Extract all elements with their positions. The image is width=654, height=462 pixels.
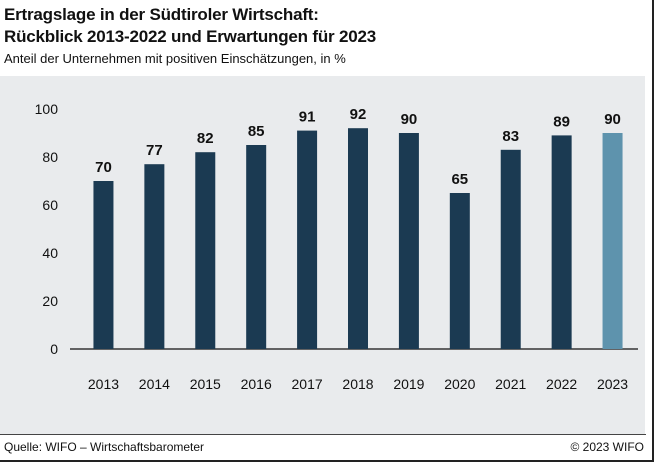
x-tick-label: 2023 <box>597 376 628 392</box>
x-tick-label: 2022 <box>546 376 577 392</box>
data-label: 92 <box>350 106 367 123</box>
title-line-2: Rückblick 2013-2022 und Erwartungen für … <box>4 27 376 46</box>
x-tick-label: 2015 <box>190 376 221 392</box>
y-tick-label: 40 <box>42 245 58 261</box>
copyright-note: © 2023 WIFO <box>570 440 644 454</box>
x-tick-label: 2021 <box>495 376 526 392</box>
data-label: 89 <box>553 113 570 130</box>
bar <box>246 145 267 349</box>
x-tick-label: 2017 <box>292 376 323 392</box>
x-tick-label: 2018 <box>342 376 373 392</box>
x-tick-label: 2014 <box>139 376 170 392</box>
data-label: 90 <box>604 111 621 128</box>
data-label: 91 <box>299 109 316 126</box>
y-tick-label: 80 <box>42 149 58 165</box>
bar <box>297 130 318 349</box>
data-label: 82 <box>197 130 214 147</box>
chart-title: Ertragslage in der Südtiroler Wirtschaft… <box>4 4 376 48</box>
bar <box>500 149 521 349</box>
x-tick-label: 2020 <box>444 376 475 392</box>
data-label: 85 <box>248 123 265 140</box>
x-tick-label: 2016 <box>241 376 272 392</box>
data-label: 65 <box>451 171 468 188</box>
data-label: 77 <box>146 142 163 159</box>
data-label: 90 <box>401 111 418 128</box>
title-line-1: Ertragslage in der Südtiroler Wirtschaft… <box>4 5 319 24</box>
x-tick-label: 2019 <box>393 376 424 392</box>
chart-subtitle: Anteil der Unternehmen mit positiven Ein… <box>4 51 346 66</box>
y-tick-label: 60 <box>42 197 58 213</box>
source-note: Quelle: WIFO – Wirtschaftsbarometer <box>4 440 205 454</box>
x-tick-label: 2013 <box>88 376 119 392</box>
bar <box>602 133 623 349</box>
bar <box>195 152 216 349</box>
data-label: 83 <box>502 128 519 145</box>
y-tick-label: 20 <box>42 293 58 309</box>
y-tick-label: 0 <box>50 341 58 357</box>
bar-chart: 0 20 40 60 80 100 70 2013 77 2014 82 2015 85 2016 91 20… <box>35 101 638 392</box>
data-label: 70 <box>95 159 112 176</box>
bar <box>449 193 470 349</box>
y-tick-label: 100 <box>35 101 59 117</box>
bar <box>348 128 368 349</box>
bar <box>398 133 419 349</box>
chart-area: 0 20 40 60 80 100 70 2013 77 2014 82 2015 85 2016 91 20… <box>0 76 645 434</box>
bar <box>144 164 165 349</box>
bar <box>551 135 572 349</box>
footer-divider <box>0 434 646 435</box>
bar <box>93 181 114 349</box>
